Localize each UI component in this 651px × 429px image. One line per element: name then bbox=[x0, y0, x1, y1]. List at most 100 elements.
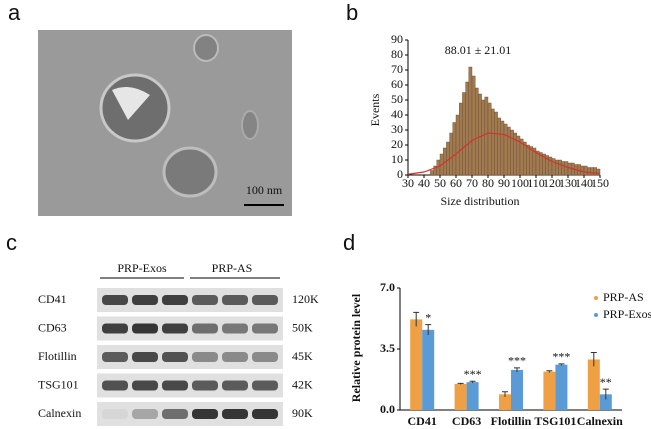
x-tick-label: 120 bbox=[543, 176, 561, 190]
hist-bar bbox=[567, 162, 572, 176]
y-tick-label: 0 bbox=[397, 167, 403, 181]
band bbox=[162, 352, 188, 362]
hist-bar bbox=[510, 129, 514, 176]
group-label: PRP-AS bbox=[212, 261, 253, 275]
hist-bar bbox=[462, 92, 466, 176]
band bbox=[222, 323, 248, 334]
hist-bar bbox=[523, 141, 527, 176]
band bbox=[222, 409, 248, 419]
band bbox=[162, 323, 188, 334]
x-tick-label: 70 bbox=[466, 176, 478, 190]
significance: * bbox=[425, 310, 431, 324]
error-bar bbox=[602, 388, 609, 400]
band bbox=[132, 380, 158, 391]
significance: ** bbox=[600, 375, 612, 389]
bar bbox=[410, 319, 423, 410]
hist-bar bbox=[507, 126, 511, 176]
hist-bar bbox=[583, 165, 588, 176]
band bbox=[192, 323, 218, 334]
hist-bar bbox=[478, 93, 482, 176]
y-tick-label: 40 bbox=[391, 107, 403, 121]
protein-label: CD63 bbox=[38, 320, 67, 334]
bar bbox=[599, 394, 612, 410]
x-tick-label: 30 bbox=[402, 176, 414, 190]
hist-bar bbox=[558, 159, 562, 176]
band bbox=[132, 352, 158, 362]
hist-bar bbox=[503, 123, 508, 176]
hist-bar bbox=[487, 102, 492, 176]
y-tick-label: 0.0 bbox=[380, 402, 395, 416]
size-label: 45K bbox=[292, 349, 313, 363]
y-axis-label: Relative protein level bbox=[349, 293, 363, 402]
x-axis-label: Size distribution bbox=[441, 194, 520, 208]
hist-bar bbox=[430, 170, 434, 176]
x-tick-label: 100 bbox=[511, 176, 529, 190]
hist-bar bbox=[497, 117, 502, 176]
y-tick-label: 60 bbox=[391, 77, 403, 91]
y-tick-label: 30 bbox=[391, 122, 403, 136]
significance: *** bbox=[464, 367, 482, 381]
hist-bar bbox=[500, 120, 505, 176]
y-tick-label: 90 bbox=[391, 32, 403, 46]
legend-label: PRP-Exos bbox=[603, 307, 651, 321]
band bbox=[162, 409, 188, 419]
band bbox=[192, 380, 218, 391]
hist-bar bbox=[471, 75, 476, 176]
x-tick-label: 140 bbox=[575, 176, 593, 190]
x-tick-label: 150 bbox=[591, 176, 609, 190]
hist-bar bbox=[459, 102, 463, 176]
x-tick-label: CD63 bbox=[452, 414, 481, 428]
x-tick-label: Flotillin bbox=[491, 414, 532, 428]
hist-bar bbox=[564, 161, 569, 176]
y-axis-label: Events bbox=[368, 93, 382, 126]
size-label: 42K bbox=[292, 377, 313, 391]
bar bbox=[499, 394, 511, 410]
hist-bar bbox=[590, 167, 594, 176]
error-bar bbox=[558, 363, 565, 366]
x-tick-label: TSG101 bbox=[534, 414, 576, 428]
error-bar bbox=[457, 382, 464, 385]
band bbox=[102, 380, 128, 391]
y-tick-label: 20 bbox=[391, 137, 403, 151]
error-bar bbox=[546, 370, 553, 373]
band bbox=[252, 323, 278, 334]
band bbox=[132, 409, 158, 419]
error-bar bbox=[469, 380, 476, 383]
x-tick-label: CD41 bbox=[408, 414, 437, 428]
legend-label: PRP-AS bbox=[603, 290, 644, 304]
hist-bar bbox=[452, 122, 457, 176]
band bbox=[222, 380, 248, 391]
hist-bar bbox=[551, 158, 556, 176]
x-tick-label: 50 bbox=[434, 176, 446, 190]
bar bbox=[466, 382, 479, 410]
group-label: PRP-Exos bbox=[117, 261, 167, 275]
error-bar bbox=[590, 351, 597, 367]
hist-bar bbox=[580, 165, 585, 176]
hist-bar bbox=[587, 167, 591, 176]
hist-bar bbox=[593, 167, 597, 176]
size-label: 90K bbox=[292, 406, 313, 420]
protein-label: TSG101 bbox=[38, 377, 79, 391]
hist-bar bbox=[475, 87, 479, 176]
significance: *** bbox=[552, 350, 570, 364]
hist-bar bbox=[596, 168, 601, 176]
hist-bar bbox=[484, 96, 489, 176]
panel-label: a bbox=[8, 0, 21, 25]
x-tick-label: Calnexin bbox=[577, 414, 623, 428]
size-label: 120K bbox=[292, 292, 319, 306]
x-tick-label: 90 bbox=[498, 176, 510, 190]
x-tick-label: 110 bbox=[527, 176, 545, 190]
bar bbox=[587, 359, 600, 410]
legend-marker bbox=[594, 313, 598, 317]
hist-bar bbox=[481, 99, 486, 176]
hist-bar bbox=[465, 81, 470, 176]
significance: *** bbox=[508, 354, 526, 368]
band bbox=[102, 323, 128, 334]
band bbox=[162, 380, 188, 391]
panel-label: c bbox=[6, 230, 17, 255]
y-tick-label: 3.5 bbox=[380, 341, 395, 355]
y-tick-label: 7.0 bbox=[380, 280, 395, 294]
band bbox=[102, 295, 128, 305]
